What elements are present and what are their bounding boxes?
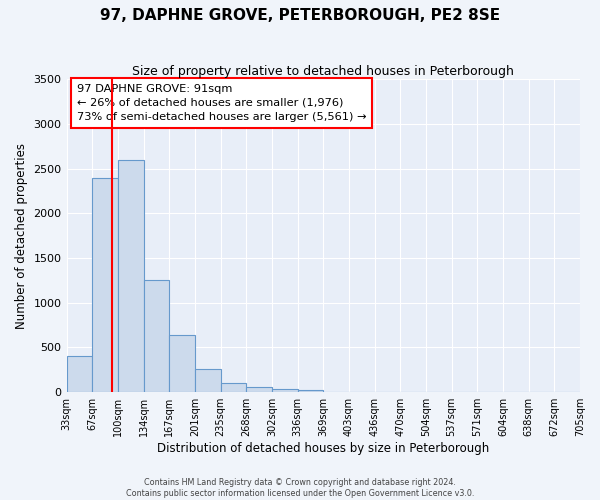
Title: Size of property relative to detached houses in Peterborough: Size of property relative to detached ho… xyxy=(133,65,514,78)
Bar xyxy=(169,335,195,392)
Bar xyxy=(246,388,272,392)
Text: Contains HM Land Registry data © Crown copyright and database right 2024.
Contai: Contains HM Land Registry data © Crown c… xyxy=(126,478,474,498)
X-axis label: Distribution of detached houses by size in Peterborough: Distribution of detached houses by size … xyxy=(157,442,490,455)
Y-axis label: Number of detached properties: Number of detached properties xyxy=(15,142,28,328)
Bar xyxy=(221,384,246,392)
Bar xyxy=(67,356,92,392)
Text: 97, DAPHNE GROVE, PETERBOROUGH, PE2 8SE: 97, DAPHNE GROVE, PETERBOROUGH, PE2 8SE xyxy=(100,8,500,22)
Bar xyxy=(298,390,323,392)
Bar xyxy=(92,178,118,392)
Text: 97 DAPHNE GROVE: 91sqm
← 26% of detached houses are smaller (1,976)
73% of semi-: 97 DAPHNE GROVE: 91sqm ← 26% of detached… xyxy=(77,84,367,122)
Bar xyxy=(143,280,169,392)
Bar xyxy=(272,389,298,392)
Bar xyxy=(195,369,221,392)
Bar xyxy=(118,160,143,392)
